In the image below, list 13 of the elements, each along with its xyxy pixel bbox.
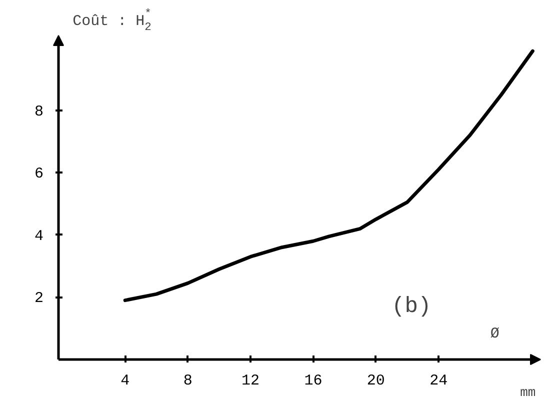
x-tick-label: 8: [183, 372, 192, 390]
x-tick-label: 16: [304, 372, 322, 390]
x-tick-label: 4: [120, 372, 130, 390]
y-tick-label: 6: [34, 166, 44, 183]
y-tick-label: 2: [34, 290, 44, 308]
y-tick-label: 8: [34, 103, 44, 120]
annotation: (b): [392, 294, 432, 319]
x-tick-label: 12: [242, 372, 260, 390]
x-axis-title: Ø: [490, 325, 500, 342]
text: mm: [520, 385, 536, 400]
x-tick-label: 24: [430, 372, 448, 390]
x-tick-label: 20: [366, 372, 385, 390]
y-tick-label: 4: [34, 228, 44, 245]
